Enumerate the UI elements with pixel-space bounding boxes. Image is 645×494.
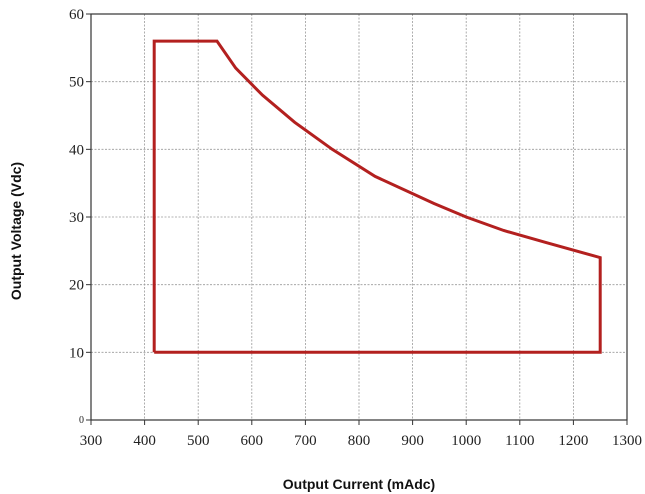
series xyxy=(152,39,602,354)
x-tick-label: 900 xyxy=(401,433,424,449)
y-tick-label: 30 xyxy=(69,210,84,226)
y-tick-label: 0 xyxy=(79,415,84,426)
x-tick-label: 1300 xyxy=(612,433,642,449)
operating-envelope-line xyxy=(152,39,602,354)
y-tick-label: 40 xyxy=(69,142,84,158)
x-axis-title: Output Current (mAdc) xyxy=(283,476,435,492)
x-tick-label: 600 xyxy=(241,433,264,449)
grid xyxy=(91,14,627,420)
x-tick-label: 300 xyxy=(80,433,103,449)
x-tick-label: 1200 xyxy=(558,433,588,449)
x-tick-label: 400 xyxy=(133,433,156,449)
y-tick-label: 60 xyxy=(69,7,84,23)
y-tick-label: 50 xyxy=(69,75,84,91)
x-tick-label: 500 xyxy=(187,433,210,449)
y-tick-label: 20 xyxy=(69,278,84,294)
ticks: 300 400 500 600 700 800 900 1000 1100 1200 1300 0 10… xyxy=(69,7,642,449)
y-axis-title: Output Voltage (Vdc) xyxy=(8,162,24,300)
x-tick-label: 700 xyxy=(294,433,317,449)
x-tick-label: 1000 xyxy=(451,433,481,449)
x-tick-label: 1100 xyxy=(505,433,534,449)
x-tick-label: 800 xyxy=(348,433,371,449)
y-tick-label: 10 xyxy=(69,345,84,361)
